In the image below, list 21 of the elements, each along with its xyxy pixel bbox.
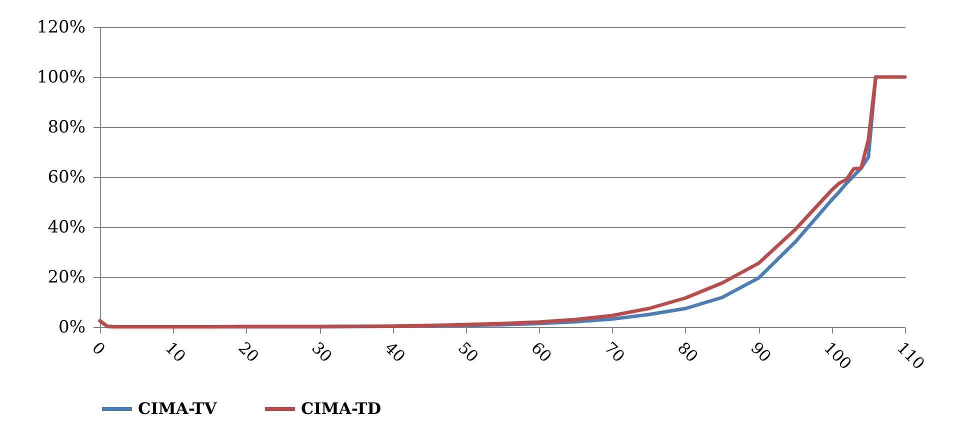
y-tick-label: 120% <box>36 18 86 38</box>
y-tick-label: 60% <box>48 168 86 188</box>
x-tick-label: 70 <box>600 338 629 366</box>
x-tick-label: 20 <box>234 338 263 366</box>
legend-label: CIMA-TV <box>138 399 218 418</box>
y-tick-label: 100% <box>36 68 86 88</box>
x-tick-label: 30 <box>308 338 336 366</box>
x-tick-label: 40 <box>381 338 410 366</box>
y-tick-label: 40% <box>48 218 86 238</box>
legend-label: CIMA-TD <box>301 399 382 418</box>
x-tick-label: 80 <box>674 338 702 366</box>
x-tick-label: 90 <box>747 338 775 366</box>
x-tick-label: 0 <box>88 338 110 359</box>
x-tick-label: 110 <box>893 338 929 374</box>
y-tick-label: 0% <box>58 318 86 338</box>
y-tick-label: 20% <box>48 268 86 288</box>
x-tick-label: 50 <box>454 338 482 366</box>
x-tick-label: 100 <box>820 338 856 374</box>
y-tick-label: 80% <box>48 118 86 138</box>
x-tick-label: 10 <box>162 338 190 366</box>
x-tick-label: 60 <box>528 338 556 366</box>
